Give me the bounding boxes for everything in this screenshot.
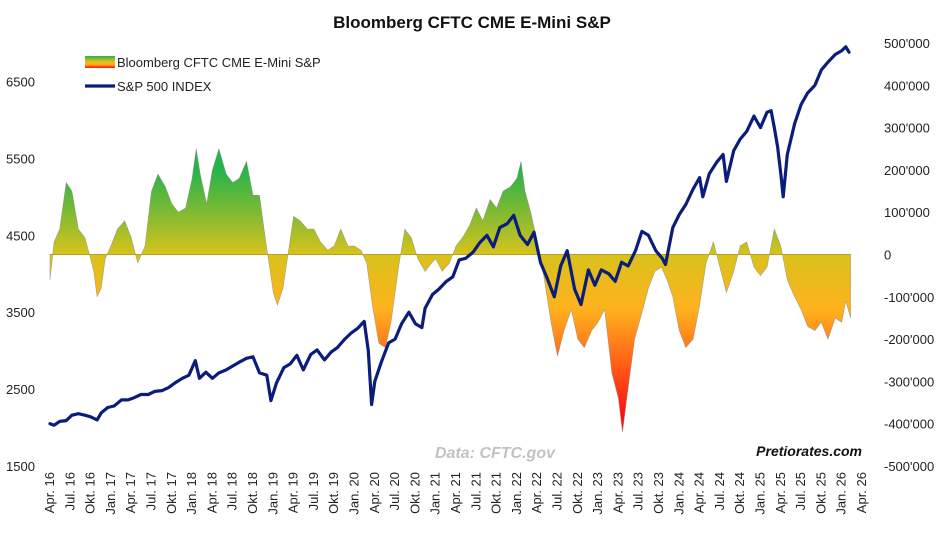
x-tick-label: Apr. 19 xyxy=(286,472,301,513)
right-tick-label: 200'000 xyxy=(884,163,930,178)
right-tick-label: 400'000 xyxy=(884,78,930,93)
x-tick-label: Okt. 17 xyxy=(164,472,179,514)
x-tick-label: Jul. 23 xyxy=(631,472,646,510)
x-tick-label: Apr. 20 xyxy=(367,472,382,513)
right-tick-label: -200'000 xyxy=(884,332,934,347)
brand-label: Pretiorates.com xyxy=(756,443,862,459)
right-tick-label: 500'000 xyxy=(884,36,930,51)
x-axis: Apr. 16 Jul. 16 Okt. 16 Jan. 17 Apr. 17 Jul. … xyxy=(42,472,869,515)
right-tick-label: 300'000 xyxy=(884,121,930,136)
right-tick-label: -100'000 xyxy=(884,290,934,305)
legend-label-cot: Bloomberg CFTC CME E-Mini S&P xyxy=(117,55,321,70)
x-tick-label: Apr. 25 xyxy=(773,472,788,513)
left-tick-label: 3500 xyxy=(6,305,35,320)
x-tick-label: Okt. 21 xyxy=(489,472,504,514)
x-tick-label: Jan. 19 xyxy=(265,472,280,515)
x-tick-label: Jan. 23 xyxy=(590,472,605,515)
x-tick-label: Jan. 18 xyxy=(184,472,199,515)
x-tick-label: Jul. 21 xyxy=(468,472,483,510)
x-tick-label: Okt. 20 xyxy=(407,472,422,514)
x-tick-label: Apr. 22 xyxy=(529,472,544,513)
x-tick-label: Okt. 18 xyxy=(245,472,260,514)
x-tick-label: Jul. 22 xyxy=(550,472,565,510)
left-tick-label: 5500 xyxy=(6,151,35,166)
right-tick-label: -300'000 xyxy=(884,374,934,389)
cot-net-position-area xyxy=(49,147,851,433)
sp500-line xyxy=(48,45,851,427)
x-tick-label: Apr. 24 xyxy=(692,472,707,513)
x-tick-label: Okt. 25 xyxy=(813,472,828,514)
x-tick-label: Apr. 26 xyxy=(854,472,869,513)
x-tick-label: Okt. 22 xyxy=(570,472,585,514)
right-tick-label: -500'000 xyxy=(884,459,934,474)
x-tick-label: Apr. 23 xyxy=(610,472,625,513)
left-tick-label: 6500 xyxy=(6,74,35,89)
x-tick-label: Jul. 24 xyxy=(712,472,727,510)
left-tick-label: 4500 xyxy=(6,228,35,243)
x-tick-label: Apr. 17 xyxy=(123,472,138,513)
legend: Bloomberg CFTC CME E-Mini S&P S&P 500 IN… xyxy=(85,55,321,94)
x-tick-label: Jan. 26 xyxy=(834,472,849,515)
x-tick-label: Okt. 16 xyxy=(83,472,98,514)
x-tick-label: Jul. 17 xyxy=(144,472,159,510)
x-tick-label: Okt. 24 xyxy=(732,472,747,514)
x-tick-label: Jan. 20 xyxy=(347,472,362,515)
x-tick-label: Jan. 22 xyxy=(509,472,524,515)
x-tick-label: Okt. 23 xyxy=(651,472,666,514)
right-axis: -500'000 -400'000 -300'000 -200'000 -100'000… xyxy=(884,36,934,474)
right-tick-label: -400'000 xyxy=(884,417,934,432)
left-tick-label: 1500 xyxy=(6,459,35,474)
x-tick-label: Jul. 16 xyxy=(62,472,77,510)
left-tick-label: 2500 xyxy=(6,382,35,397)
x-tick-label: Jul. 18 xyxy=(225,472,240,510)
x-tick-label: Jul. 25 xyxy=(793,472,808,510)
chart-title: Bloomberg CFTC CME E-Mini S&P xyxy=(333,13,611,32)
x-tick-label: Apr. 16 xyxy=(42,472,57,513)
x-tick-label: Okt. 19 xyxy=(326,472,341,514)
x-tick-label: Apr. 21 xyxy=(448,472,463,513)
x-tick-label: Jan. 25 xyxy=(753,472,768,515)
x-tick-label: Jul. 19 xyxy=(306,472,321,510)
legend-label-spx: S&P 500 INDEX xyxy=(117,79,212,94)
x-tick-label: Jan. 17 xyxy=(103,472,118,515)
x-tick-label: Jul. 20 xyxy=(387,472,402,510)
right-tick-label: 100'000 xyxy=(884,205,930,220)
x-tick-label: Apr. 18 xyxy=(204,472,219,513)
right-tick-label: 0 xyxy=(884,248,891,263)
left-axis: 1500 2500 3500 4500 5500 6500 xyxy=(6,74,35,474)
x-tick-label: Jan. 21 xyxy=(428,472,443,515)
source-note: Data: CFTC.gov xyxy=(435,445,556,462)
x-tick-label: Jan. 24 xyxy=(671,472,686,515)
legend-swatch-cot xyxy=(85,56,115,68)
